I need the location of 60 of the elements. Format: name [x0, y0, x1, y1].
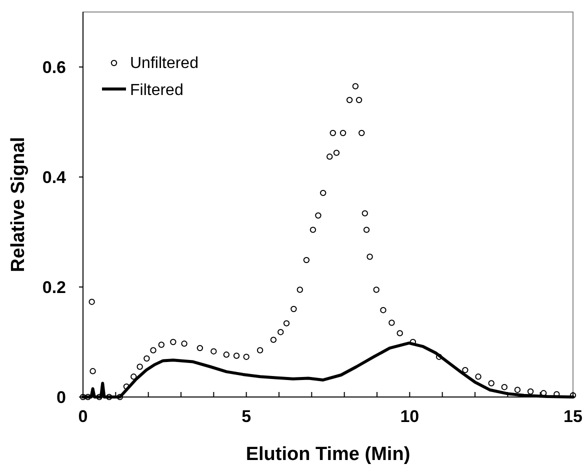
point [326, 154, 333, 160]
point [88, 298, 95, 305]
y-axis-title: Relative Signal [8, 136, 29, 272]
point [90, 368, 96, 374]
point [358, 130, 365, 136]
point [290, 306, 297, 312]
point [333, 150, 340, 156]
point [340, 130, 346, 136]
point [380, 307, 386, 314]
point [388, 320, 395, 326]
point [527, 388, 534, 395]
point [150, 347, 156, 354]
point [170, 338, 176, 346]
point [330, 130, 336, 136]
point [196, 344, 204, 352]
y-tick-label: 0.6 [42, 58, 66, 77]
point [144, 355, 150, 362]
point [320, 190, 326, 196]
point [315, 212, 322, 219]
point [363, 226, 370, 233]
y-tick-label: 0.2 [42, 278, 66, 297]
x-tick-label: 5 [242, 407, 252, 426]
point [106, 394, 112, 400]
point [283, 320, 290, 326]
point [475, 374, 482, 380]
point [296, 286, 304, 293]
point [352, 83, 359, 90]
legend-label: Unfiltered [130, 55, 198, 72]
point [278, 329, 284, 336]
legend-label: Filtered [130, 82, 184, 99]
x-tick-label: 10 [400, 407, 420, 426]
point [356, 96, 362, 104]
point [130, 374, 137, 380]
point [346, 96, 353, 104]
y-tick-label: 0 [56, 388, 66, 407]
x-tick-label: 0 [78, 407, 88, 426]
point [243, 354, 250, 360]
point [158, 342, 164, 348]
point [396, 330, 403, 336]
point [223, 352, 230, 358]
point [366, 254, 373, 260]
point [303, 256, 310, 264]
point [233, 352, 240, 359]
point [436, 354, 442, 360]
point [256, 347, 264, 354]
point [181, 340, 188, 347]
point [462, 366, 468, 374]
point [362, 210, 368, 216]
point [136, 364, 143, 370]
point [373, 286, 380, 293]
x-tick-label: 15 [564, 407, 582, 426]
point [210, 348, 217, 354]
x-axis-title: Elution Time (Min) [246, 444, 410, 465]
point [514, 386, 521, 393]
point [123, 383, 130, 390]
point [488, 380, 494, 386]
y-tick-label: 0.4 [42, 168, 67, 187]
point [310, 226, 316, 233]
point [270, 336, 277, 343]
point [501, 384, 508, 390]
